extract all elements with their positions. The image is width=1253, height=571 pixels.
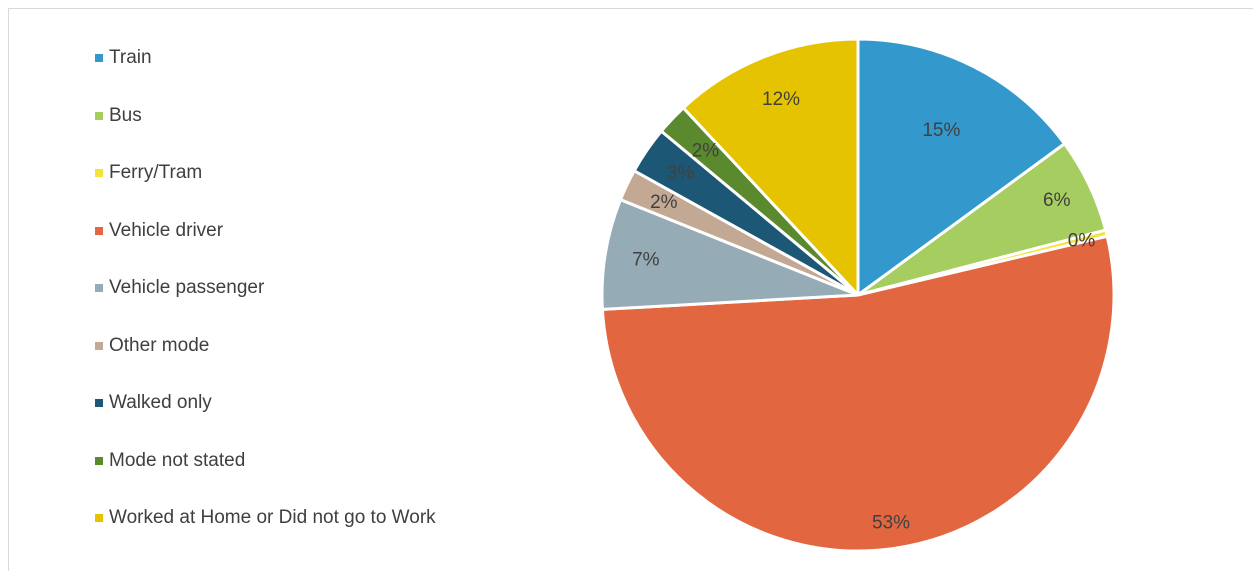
- data-label-bus: 6%: [1043, 190, 1071, 211]
- legend-item-walked-only: Walked only: [95, 392, 436, 450]
- legend-swatch-bus: [95, 111, 103, 120]
- pie-slice-worked-at-home: [681, 37, 860, 297]
- data-label-ferry-tram: 0%: [1068, 230, 1096, 251]
- legend-swatch-train: [95, 54, 103, 62]
- legend: Train Bus Ferry/Tram Vehicle driver Vehi…: [95, 47, 436, 565]
- legend-item-worked-at-home: Worked at Home or Did not go to Work: [95, 507, 436, 565]
- data-label-mode-not-stated: 2%: [692, 140, 720, 161]
- legend-swatch-walked-only: [95, 399, 103, 407]
- data-label-worked-at-home: 12%: [762, 89, 800, 110]
- chart-frame: [8, 8, 1253, 571]
- legend-label-ferry-tram: Ferry/Tram: [109, 162, 203, 183]
- data-label-other-mode: 2%: [650, 192, 678, 213]
- pie-slices: [600, 37, 1116, 553]
- legend-label-bus: Bus: [109, 104, 142, 126]
- pie-data-labels: 15%6%0%53%7%2%3%2%12%: [632, 89, 1095, 533]
- legend-item-other-mode: Other mode: [95, 335, 436, 393]
- legend-item-mode-not-stated: Mode not stated: [95, 450, 436, 508]
- data-label-walked-only: 3%: [667, 163, 695, 184]
- legend-swatch-other-mode: [95, 341, 103, 350]
- legend-item-bus: Bus: [95, 105, 436, 163]
- data-label-train: 15%: [922, 120, 960, 141]
- pie-slice-vehicle-passenger: [600, 198, 860, 311]
- data-label-vehicle-passenger: 7%: [632, 250, 660, 271]
- legend-label-vehicle-passenger: Vehicle passenger: [109, 277, 265, 298]
- legend-label-mode-not-stated: Mode not stated: [109, 449, 246, 471]
- legend-item-vehicle-driver: Vehicle driver: [95, 220, 436, 278]
- data-label-vehicle-driver: 53%: [872, 513, 910, 534]
- legend-item-ferry-tram: Ferry/Tram: [95, 162, 436, 220]
- legend-label-walked-only: Walked only: [109, 392, 212, 413]
- pie-slice-train: [856, 37, 1067, 297]
- legend-swatch-vehicle-passenger: [95, 284, 103, 292]
- legend-label-train: Train: [109, 47, 152, 68]
- legend-swatch-mode-not-stated: [95, 456, 103, 465]
- legend-label-other-mode: Other mode: [109, 334, 210, 356]
- legend-item-train: Train: [95, 47, 436, 105]
- legend-item-vehicle-passenger: Vehicle passenger: [95, 277, 436, 335]
- pie-slice-vehicle-driver: [600, 234, 1116, 553]
- legend-swatch-ferry-tram: [95, 169, 103, 177]
- legend-label-worked-at-home: Worked at Home or Did not go to Work: [109, 507, 436, 528]
- legend-swatch-vehicle-driver: [95, 226, 103, 235]
- legend-label-vehicle-driver: Vehicle driver: [109, 219, 224, 241]
- legend-swatch-worked-at-home: [95, 514, 103, 522]
